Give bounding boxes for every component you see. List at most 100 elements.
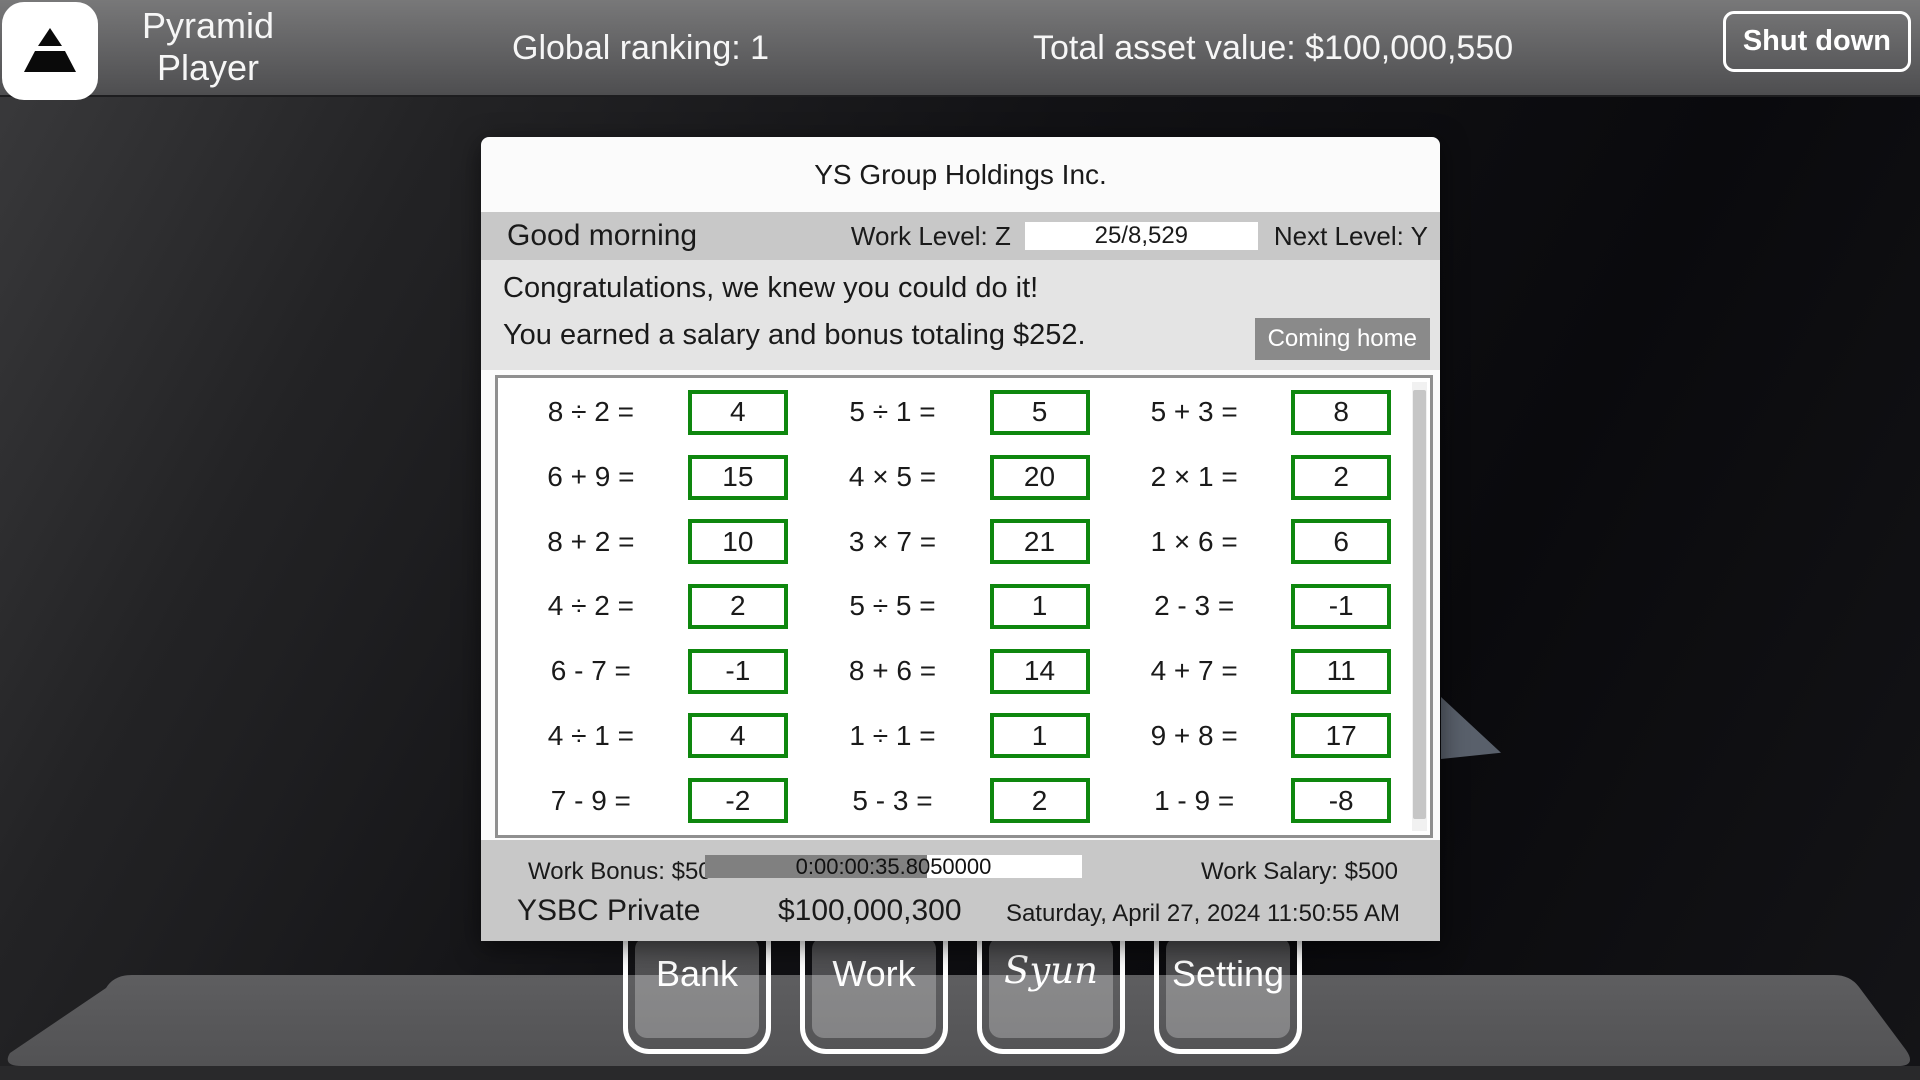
work-level-progress: 25/8,529: [1024, 222, 1258, 250]
answer-box[interactable]: -1: [1291, 583, 1392, 629]
problem-cell: 8 + 6 = 14: [803, 648, 1105, 694]
app-logo: [2, 2, 98, 100]
equation-text: 8 + 6 =: [848, 655, 937, 687]
problem-cell: 6 + 9 = 15: [501, 454, 803, 500]
answer-box[interactable]: 2: [687, 583, 788, 629]
equation-text: 9 + 8 =: [1150, 719, 1238, 751]
status-bar: Good morning Work Level: Z 25/8,529 Next…: [481, 212, 1440, 260]
answer-box[interactable]: 5: [989, 389, 1090, 435]
answer-box[interactable]: 6: [1291, 519, 1392, 565]
problem-cell: 6 - 7 = -1: [501, 648, 803, 694]
problem-cell: 5 - 3 = 2: [803, 778, 1105, 824]
nav-button-bank[interactable]: Bank: [623, 933, 771, 1054]
equation-text: 6 + 9 =: [547, 461, 635, 493]
answer-box[interactable]: 4: [687, 713, 788, 759]
problem-row: 6 - 7 = -1 8 + 6 = 14 4 + 7 = 11: [501, 648, 1406, 694]
answer-box[interactable]: -1: [687, 648, 788, 694]
coming-home-button[interactable]: Coming home: [1254, 318, 1430, 360]
problem-cell: 1 - 9 = -8: [1104, 778, 1406, 824]
problem-cell: 9 + 8 = 17: [1104, 713, 1406, 759]
work-panel: YS Group Holdings Inc. Good morning Work…: [481, 137, 1440, 941]
problem-cell: 8 ÷ 2 = 4: [501, 389, 803, 435]
answer-box[interactable]: 21: [989, 519, 1090, 565]
datetime-text: Saturday, April 27, 2024 11:50:55 AM: [1005, 900, 1400, 927]
answer-box[interactable]: 8: [1291, 389, 1392, 435]
top-bar: Pyramid Player Global ranking: 1 Total a…: [0, 0, 1920, 100]
problem-cell: 4 ÷ 1 = 4: [501, 713, 803, 759]
problem-cell: 1 ÷ 1 = 1: [803, 713, 1105, 759]
problem-cell: 4 × 5 = 20: [803, 454, 1105, 500]
answer-box[interactable]: 1: [989, 713, 1090, 759]
pyramid-icon: [24, 28, 76, 72]
equation-text: 3 × 7 =: [848, 525, 937, 557]
problem-cell: 1 × 6 = 6: [1104, 519, 1406, 565]
problem-cell: 5 ÷ 5 = 1: [803, 583, 1105, 629]
nav-button-label: Work: [832, 953, 916, 994]
equation-text: 5 ÷ 1 =: [849, 396, 936, 428]
greeting-text: Good morning: [507, 219, 698, 252]
answer-box[interactable]: 1: [989, 583, 1090, 629]
message-line2: You earned a salary and bonus totaling $…: [503, 319, 1086, 351]
problem-cell: 8 + 2 = 10: [501, 519, 803, 565]
problem-cell: 2 × 1 = 2: [1104, 454, 1406, 500]
answer-box[interactable]: 17: [1291, 713, 1392, 759]
answer-box[interactable]: -2: [687, 778, 788, 824]
panel-footer: Work Bonus: $50 0:00:00:35.8050000 Work …: [481, 840, 1440, 941]
answer-box[interactable]: -8: [1291, 778, 1392, 824]
nav-button-face: Syun: [989, 937, 1113, 1038]
total-asset-value: Total asset value: $100,000,550: [1033, 29, 1514, 67]
grid-scrollbar-thumb[interactable]: [1413, 390, 1426, 819]
problem-cell: 4 ÷ 2 = 2: [501, 583, 803, 629]
work-level-label: Work Level: Z: [850, 220, 1011, 251]
next-level-label: Next Level: Y: [1273, 220, 1428, 251]
equation-text: 4 ÷ 1 =: [547, 719, 634, 751]
nav-button-work[interactable]: Work: [800, 933, 948, 1054]
work-bonus: Work Bonus: $50: [528, 858, 712, 885]
equation-text: 1 ÷ 1 =: [849, 719, 936, 751]
app-title: Pyramid Player: [108, 5, 308, 89]
nav-button-label: Syun: [1004, 949, 1098, 992]
equation-text: 5 ÷ 5 =: [849, 590, 936, 622]
answer-box[interactable]: 2: [989, 778, 1090, 824]
nav-button-syun[interactable]: Syun: [977, 933, 1125, 1054]
problem-cell: 5 ÷ 1 = 5: [803, 389, 1105, 435]
problem-cell: 5 + 3 = 8: [1104, 389, 1406, 435]
nav-button-face: Bank: [635, 937, 759, 1038]
problem-cell: 2 - 3 = -1: [1104, 583, 1406, 629]
shutdown-button[interactable]: Shut down: [1722, 11, 1911, 72]
nav-button-label: Bank: [655, 953, 739, 994]
equation-text: 2 × 1 =: [1150, 461, 1238, 493]
problem-cell: 4 + 7 = 11: [1104, 648, 1406, 694]
nav-button-label: Setting: [1171, 953, 1285, 994]
problem-cell: 3 × 7 = 21: [803, 519, 1105, 565]
equation-text: 8 ÷ 2 =: [547, 396, 634, 428]
answer-box[interactable]: 2: [1291, 454, 1392, 500]
grid-scrollbar[interactable]: [1412, 382, 1427, 831]
answer-box[interactable]: 4: [687, 389, 788, 435]
problems-grid: 8 ÷ 2 = 4 5 ÷ 1 = 5 5 + 3 = 8 6 + 9 = 15 4 × 5 =…: [495, 375, 1433, 838]
nav-button-face: Work: [812, 937, 936, 1038]
nav-button-setting[interactable]: Setting: [1154, 933, 1302, 1054]
equation-text: 2 - 3 =: [1154, 590, 1235, 622]
answer-box[interactable]: 14: [989, 648, 1090, 694]
equation-text: 5 + 3 =: [1150, 396, 1238, 428]
answer-box[interactable]: 10: [687, 519, 788, 565]
app-title-line2: Player: [156, 47, 260, 88]
work-salary: Work Salary: $500: [1201, 858, 1398, 885]
app-title-line1: Pyramid: [141, 5, 275, 46]
equation-text: 6 - 7 =: [550, 655, 631, 687]
company-name: YS Group Holdings Inc.: [814, 158, 1107, 190]
bank-balance: $100,000,300: [778, 894, 962, 927]
equation-text: 4 + 7 =: [1150, 655, 1238, 687]
problem-row: 4 ÷ 2 = 2 5 ÷ 5 = 1 2 - 3 = -1: [501, 583, 1406, 629]
problem-cell: 7 - 9 = -2: [501, 778, 803, 824]
equation-text: 1 × 6 =: [1150, 525, 1238, 557]
equation-text: 7 - 9 =: [550, 784, 631, 816]
equation-text: 8 + 2 =: [547, 525, 635, 557]
answer-box[interactable]: 20: [989, 454, 1090, 500]
answer-box[interactable]: 15: [687, 454, 788, 500]
equation-text: 1 - 9 =: [1154, 784, 1235, 816]
answer-box[interactable]: 11: [1291, 648, 1392, 694]
